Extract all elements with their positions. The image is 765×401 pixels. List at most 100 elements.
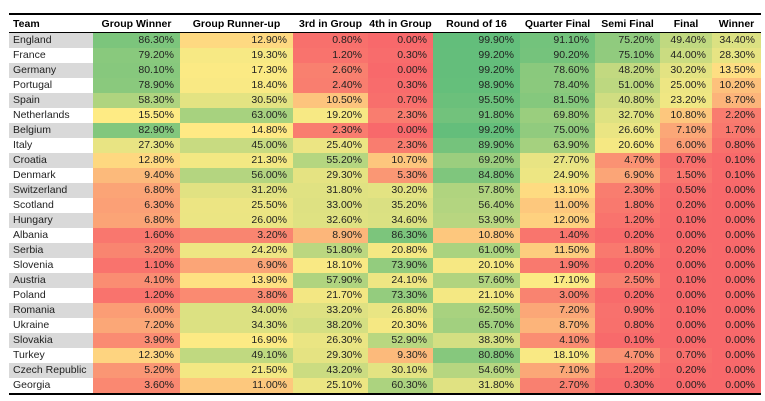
team-cell: Austria	[9, 273, 93, 288]
value-cell: 20.30%	[368, 318, 433, 333]
value-cell: 5.20%	[93, 363, 180, 378]
value-cell: 69.20%	[433, 153, 520, 168]
value-cell: 0.00%	[712, 273, 761, 288]
value-cell: 2.30%	[293, 123, 368, 138]
value-cell: 27.70%	[520, 153, 595, 168]
team-cell: Portugal	[9, 78, 93, 93]
value-cell: 44.00%	[660, 48, 712, 63]
value-cell: 1.20%	[93, 288, 180, 303]
column-header: Final	[660, 14, 712, 33]
value-cell: 19.30%	[180, 48, 293, 63]
value-cell: 56.40%	[433, 198, 520, 213]
value-cell: 0.00%	[712, 198, 761, 213]
value-cell: 14.80%	[180, 123, 293, 138]
value-cell: 84.80%	[433, 168, 520, 183]
value-cell: 0.00%	[712, 228, 761, 243]
table-row: Turkey 12.30% 49.10% 29.30% 9.30% 80.80% 18.10…	[9, 348, 761, 363]
value-cell: 63.90%	[520, 138, 595, 153]
value-cell: 0.00%	[712, 288, 761, 303]
value-cell: 86.30%	[368, 228, 433, 243]
value-cell: 0.50%	[660, 183, 712, 198]
value-cell: 1.60%	[93, 228, 180, 243]
table-row: Netherlands 15.50% 63.00% 19.20% 2.30% 91.80%…	[9, 108, 761, 123]
value-cell: 0.00%	[368, 123, 433, 138]
team-cell: England	[9, 32, 93, 48]
value-cell: 25.00%	[660, 78, 712, 93]
value-cell: 2.30%	[368, 138, 433, 153]
value-cell: 0.10%	[712, 153, 761, 168]
value-cell: 2.60%	[293, 63, 368, 78]
value-cell: 0.00%	[712, 258, 761, 273]
value-cell: 2.70%	[520, 378, 595, 394]
value-cell: 0.00%	[712, 333, 761, 348]
value-cell: 81.50%	[520, 93, 595, 108]
value-cell: 21.30%	[180, 153, 293, 168]
value-cell: 1.20%	[595, 213, 660, 228]
value-cell: 4.10%	[520, 333, 595, 348]
column-header: Winner	[712, 14, 761, 33]
value-cell: 3.20%	[93, 243, 180, 258]
value-cell: 0.10%	[660, 303, 712, 318]
table-row: Georgia 3.60% 11.00% 25.10% 60.30% 31.80% 2.70…	[9, 378, 761, 394]
value-cell: 13.90%	[180, 273, 293, 288]
value-cell: 25.50%	[180, 198, 293, 213]
team-cell: Serbia	[9, 243, 93, 258]
value-cell: 80.10%	[93, 63, 180, 78]
value-cell: 48.20%	[595, 63, 660, 78]
value-cell: 91.10%	[520, 32, 595, 48]
heatmap-table: Team Group Winner Group Runner-up 3rd in Gr…	[9, 13, 761, 395]
value-cell: 3.80%	[180, 288, 293, 303]
table-row: Slovakia 3.90% 16.90% 26.30% 52.90% 38.30% 4.1…	[9, 333, 761, 348]
value-cell: 49.10%	[180, 348, 293, 363]
value-cell: 6.80%	[93, 213, 180, 228]
value-cell: 24.20%	[180, 243, 293, 258]
table-row: Serbia 3.20% 24.20% 51.80% 20.80% 61.00% 11.50…	[9, 243, 761, 258]
value-cell: 34.40%	[712, 32, 761, 48]
value-cell: 24.10%	[368, 273, 433, 288]
value-cell: 12.00%	[520, 213, 595, 228]
value-cell: 18.10%	[520, 348, 595, 363]
value-cell: 0.20%	[595, 258, 660, 273]
value-cell: 0.00%	[712, 348, 761, 363]
value-cell: 30.10%	[368, 363, 433, 378]
value-cell: 0.80%	[293, 32, 368, 48]
value-cell: 0.70%	[368, 93, 433, 108]
value-cell: 61.00%	[433, 243, 520, 258]
value-cell: 30.20%	[660, 63, 712, 78]
value-cell: 6.90%	[180, 258, 293, 273]
value-cell: 31.80%	[293, 183, 368, 198]
value-cell: 30.20%	[368, 183, 433, 198]
value-cell: 6.90%	[595, 168, 660, 183]
value-cell: 35.20%	[368, 198, 433, 213]
value-cell: 0.20%	[660, 243, 712, 258]
value-cell: 45.00%	[180, 138, 293, 153]
value-cell: 2.30%	[595, 183, 660, 198]
team-cell: Romania	[9, 303, 93, 318]
value-cell: 1.90%	[520, 258, 595, 273]
value-cell: 34.00%	[180, 303, 293, 318]
value-cell: 38.20%	[293, 318, 368, 333]
value-cell: 69.80%	[520, 108, 595, 123]
value-cell: 8.70%	[712, 93, 761, 108]
value-cell: 4.70%	[595, 348, 660, 363]
team-cell: Croatia	[9, 153, 93, 168]
value-cell: 52.90%	[368, 333, 433, 348]
value-cell: 31.80%	[433, 378, 520, 394]
value-cell: 73.30%	[368, 288, 433, 303]
value-cell: 2.30%	[368, 108, 433, 123]
value-cell: 6.80%	[93, 183, 180, 198]
value-cell: 0.00%	[712, 303, 761, 318]
value-cell: 3.00%	[520, 288, 595, 303]
value-cell: 1.10%	[93, 258, 180, 273]
table-row: Albania 1.60% 3.20% 8.90% 86.30% 10.80% 1.40% 0…	[9, 228, 761, 243]
value-cell: 78.60%	[520, 63, 595, 78]
value-cell: 11.50%	[520, 243, 595, 258]
value-cell: 0.70%	[660, 153, 712, 168]
value-cell: 0.20%	[660, 363, 712, 378]
value-cell: 62.50%	[433, 303, 520, 318]
value-cell: 0.80%	[712, 138, 761, 153]
table-row: Slovenia 1.10% 6.90% 18.10% 73.90% 20.10% 1.90…	[9, 258, 761, 273]
value-cell: 26.30%	[293, 333, 368, 348]
value-cell: 82.90%	[93, 123, 180, 138]
value-cell: 51.80%	[293, 243, 368, 258]
